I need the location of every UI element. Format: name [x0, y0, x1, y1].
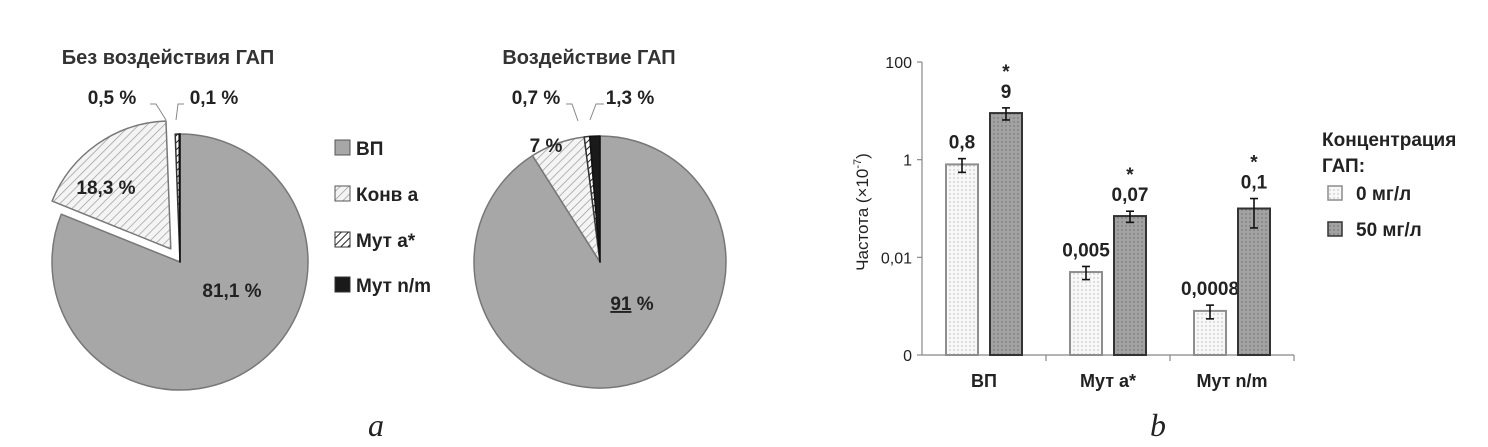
bar-y-tick-label: 0	[903, 348, 912, 365]
bar-value-label: 0,0008	[1181, 279, 1239, 300]
legend-swatch-mut-nm	[335, 277, 350, 292]
bar-legend-swatch-0mg	[1328, 186, 1342, 200]
legend-swatch-mut-a	[335, 232, 350, 247]
bar-value-label: 0,005	[1062, 240, 1110, 261]
pie-chart-treated: Воздействие ГАП 91 % 7 % 0,7 % 1,3 %	[474, 47, 726, 388]
bar-y-tick-label: 100	[885, 55, 912, 72]
bar-0mg-0	[946, 164, 978, 355]
legend-label-mut-nm: Мут n/m	[356, 276, 431, 297]
pie-legend: ВП Конв a Мут a* Мут n/m	[335, 139, 431, 297]
pie2-title: Воздействие ГАП	[502, 47, 675, 69]
pie1-title: Без воздействия ГАП	[62, 47, 274, 69]
bar-legend-title-1: Концентрация	[1322, 130, 1456, 151]
pie1-leader-mut-nm	[176, 104, 184, 120]
panel-label-a: a	[368, 407, 384, 443]
legend-swatch-vp	[335, 140, 350, 155]
legend-label-konv: Конв a	[356, 185, 419, 206]
pie2-leader-mut-a	[566, 104, 578, 121]
pie1-label-mut-nm: 0,1 %	[190, 88, 239, 109]
legend-label-vp: ВП	[356, 139, 383, 160]
pie-chart-untreated: Без воздействия ГАП 81,1 % 18,3 % 0,5 % 0,1…	[52, 47, 308, 390]
bar-value-label: 0,8	[949, 133, 975, 154]
pie2-label-mut-a: 0,7 %	[512, 88, 561, 109]
pie1-label-konv: 18,3 %	[76, 178, 135, 199]
bar-legend-label-0mg: 0 мг/л	[1356, 184, 1411, 205]
bar-category-label: Мут a*	[1080, 371, 1136, 391]
panel-label-b: b	[1150, 407, 1166, 443]
bar-50mg-1	[1114, 216, 1146, 355]
legend-label-mut-a: Мут a*	[356, 231, 416, 252]
pie1-leader-mut-a	[150, 104, 166, 120]
bar-legend-label-50mg: 50 мг/л	[1356, 220, 1422, 241]
significance-star: *	[1002, 62, 1010, 83]
bar-category-label: Мут n/m	[1196, 371, 1267, 391]
pie1-slice-mut-nm	[179, 134, 180, 262]
bar-legend-swatch-50mg	[1328, 222, 1342, 236]
bar-0mg-1	[1070, 272, 1102, 355]
bar-y-tick-label: 1	[903, 153, 912, 170]
bar-y-axis-label: Частота (×10-7)	[852, 153, 872, 271]
significance-star: *	[1126, 165, 1134, 186]
bar-value-label: 9	[1001, 82, 1012, 103]
bar-legend-title-2: ГАП:	[1322, 156, 1365, 177]
bar-category-label: ВП	[971, 371, 997, 391]
bar-y-tick-label: 0,01	[881, 250, 912, 267]
bar-value-label: 0,07	[1112, 185, 1149, 206]
bar-50mg-0	[990, 113, 1022, 355]
bar-value-label: 0,1	[1241, 173, 1268, 194]
significance-star: *	[1250, 153, 1258, 174]
pie2-label-konv: 7 %	[530, 136, 563, 157]
legend-swatch-konv	[335, 186, 350, 201]
pie2-label-vp: 91 %	[610, 294, 653, 315]
pie1-label-mut-a: 0,5 %	[88, 88, 137, 109]
pie1-label-vp: 81,1 %	[202, 281, 261, 302]
pie2-label-mut-nm: 1,3 %	[606, 88, 655, 109]
pie2-leader-mut-nm	[590, 104, 604, 120]
bar-legend: Концентрация ГАП: 0 мг/л 50 мг/л	[1322, 130, 1456, 241]
bar-50mg-2	[1238, 209, 1270, 356]
